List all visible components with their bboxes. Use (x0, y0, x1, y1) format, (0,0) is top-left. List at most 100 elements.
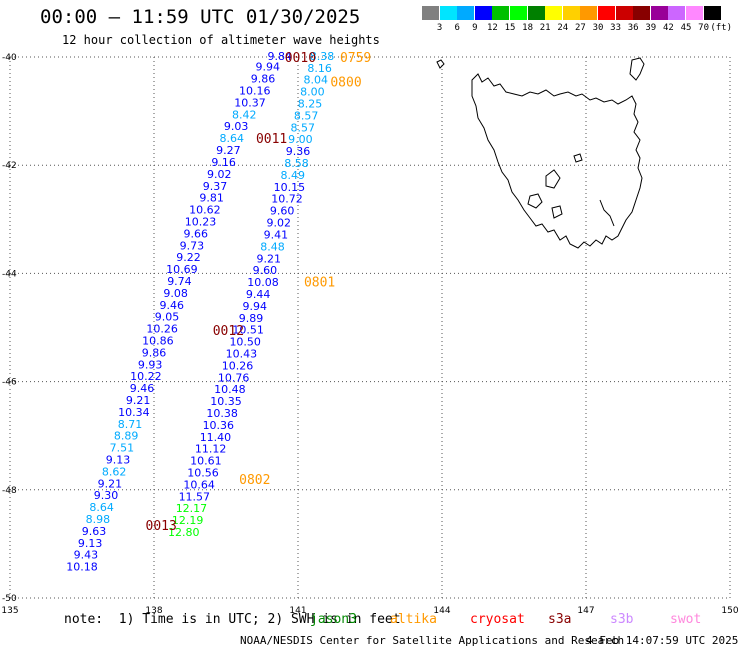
pass-time-0: 0010 (285, 51, 316, 66)
swh-value-0-29: 9.21 (126, 394, 151, 407)
swh-value-1-19: 10.08 (247, 276, 279, 289)
swh-value-0-13: 10.62 (189, 204, 221, 217)
swh-value-1-32: 11.40 (200, 431, 232, 444)
chart-subtitle: 12 hour collection of altimeter wave hei… (62, 33, 380, 47)
colorbar-label-11: 36 (627, 23, 639, 33)
x-tick-label-0: 135 (1, 606, 18, 616)
swh-value-1-2: 8.04 (304, 74, 329, 87)
swh-value-0-36: 9.21 (98, 477, 123, 490)
satellite-swot: swot (670, 612, 702, 627)
swh-value-1-9: 8.58 (284, 157, 309, 170)
swh-value-0-41: 9.13 (78, 537, 103, 550)
colorbar-swatch-9 (580, 6, 598, 20)
swh-value-1-14: 9.02 (267, 217, 292, 230)
colorbar-label-10: 33 (610, 23, 622, 33)
colorbar-swatch-4 (492, 6, 510, 20)
colorbar-label-16: (ft) (710, 23, 733, 33)
swh-value-1-18: 9.60 (253, 264, 278, 277)
swh-value-1-10: 8.49 (280, 169, 305, 182)
pass-time-4: 0801 (304, 276, 335, 291)
swh-value-1-4: 8.25 (298, 98, 323, 111)
swh-value-0-14: 10.23 (185, 215, 217, 228)
satellite-cryosat: cryosat (470, 612, 525, 627)
swh-value-0-35: 8.62 (102, 465, 127, 478)
axis-tick-labels: 135 138 141 144 147 150 -40 -42 -44 -46 -48 -50 (1, 53, 738, 616)
swh-value-0-22: 9.05 (155, 311, 180, 324)
pass-time-labels: 0010 0759 0800 0011 0801 0012 0802 0013 (146, 51, 372, 534)
pass-time-6: 0802 (239, 473, 270, 488)
swh-value-1-35: 10.56 (187, 466, 219, 479)
flinders-island-coast (629, 57, 645, 81)
colorbar-swatch-8 (562, 6, 580, 20)
lake-gordon (527, 193, 543, 209)
satellite-altika: altika (390, 612, 437, 627)
data-marks: 9.849.949.8610.1610.378.429.038.649.279.… (66, 50, 334, 574)
swh-value-1-5: 8.57 (294, 109, 319, 122)
swh-value-1-29: 10.35 (210, 395, 242, 408)
colorbar-swatch-1 (439, 6, 457, 20)
swh-value-0-28: 9.46 (130, 382, 155, 395)
swh-value-0-12: 9.81 (199, 192, 224, 205)
swh-value-0-25: 9.86 (142, 346, 167, 359)
colorbar-swatch-2 (457, 6, 475, 20)
colorbar-label-6: 21 (539, 23, 551, 33)
swh-value-1-11: 10.15 (274, 181, 306, 194)
swh-value-1-33: 11.12 (195, 443, 227, 456)
swh-value-0-27: 10.22 (130, 370, 162, 383)
y-tick-label-5: -50 (2, 594, 17, 604)
swh-value-0-4: 10.37 (234, 96, 266, 109)
swh-value-0-21: 9.46 (160, 299, 185, 312)
y-tick-label-0: -40 (2, 53, 17, 63)
colorbar-label-1: 6 (454, 23, 460, 33)
swh-value-1-30: 10.38 (206, 407, 238, 420)
pass-time-5: 0012 (213, 324, 244, 339)
tasmania-coastline (471, 73, 643, 249)
swh-value-1-15: 9.41 (264, 228, 289, 241)
colorbar-label-12: 39 (645, 23, 657, 33)
satellite-jason3: jason3 (310, 612, 357, 627)
colorbar-swatch-16 (703, 6, 721, 20)
y-tick-label-3: -46 (2, 378, 17, 388)
colorbar-label-0: 3 (436, 23, 443, 33)
generated-timestamp: 4 Feb 14:07:59 UTC 2025 (586, 634, 739, 647)
y-tick-label-2: -44 (2, 269, 17, 279)
colorbar-swatch-10 (598, 6, 615, 20)
colorbar-swatch-13 (650, 6, 668, 20)
swh-value-0-34: 9.13 (106, 454, 131, 467)
swh-value-0-24: 10.86 (142, 334, 174, 347)
pass-time-7: 0013 (146, 519, 177, 534)
swh-value-0-32: 8.89 (114, 430, 139, 443)
swh-value-0-33: 7.51 (110, 442, 135, 455)
swh-value-1-39: 12.19 (172, 514, 204, 527)
swh-value-0-15: 9.66 (184, 227, 209, 240)
swh-value-1-38: 12.17 (176, 502, 208, 515)
chart-title: 00:00 — 11:59 UTC 01/30/2025 (40, 6, 361, 28)
swh-value-1-7: 9.00 (288, 133, 313, 146)
colorbar-swatch-3 (474, 6, 492, 20)
swh-value-0-6: 9.03 (224, 120, 249, 133)
satellite-s3b: s3b (610, 612, 634, 627)
swh-value-1-3: 8.00 (300, 86, 325, 99)
swh-value-1-13: 9.60 (270, 205, 295, 218)
swh-value-0-9: 9.16 (211, 156, 236, 169)
swh-value-1-31: 10.36 (203, 419, 235, 432)
lake-great (545, 169, 561, 189)
swh-value-0-20: 9.08 (163, 287, 188, 300)
swh-value-0-19: 9.74 (167, 275, 192, 288)
swh-value-0-18: 10.69 (166, 263, 198, 276)
swh-value-1-26: 10.26 (222, 359, 254, 372)
swh-value-1-8: 9.36 (286, 145, 311, 158)
swh-value-1-28: 10.48 (214, 383, 246, 396)
colorbar-swatch-0 (422, 6, 439, 20)
swh-value-0-30: 10.34 (118, 406, 150, 419)
swh-value-0-37: 9.30 (94, 489, 119, 502)
y-tick-label-4: -48 (2, 486, 17, 496)
swh-value-0-3: 10.16 (239, 85, 271, 98)
swh-value-1-22: 9.89 (239, 312, 264, 325)
swh-value-0-1: 9.94 (256, 61, 281, 74)
swh-value-0-42: 9.43 (74, 549, 99, 562)
swh-value-0-26: 9.93 (138, 358, 163, 371)
swh-value-1-27: 10.76 (218, 371, 250, 384)
colorbar-label-3: 12 (486, 23, 498, 33)
